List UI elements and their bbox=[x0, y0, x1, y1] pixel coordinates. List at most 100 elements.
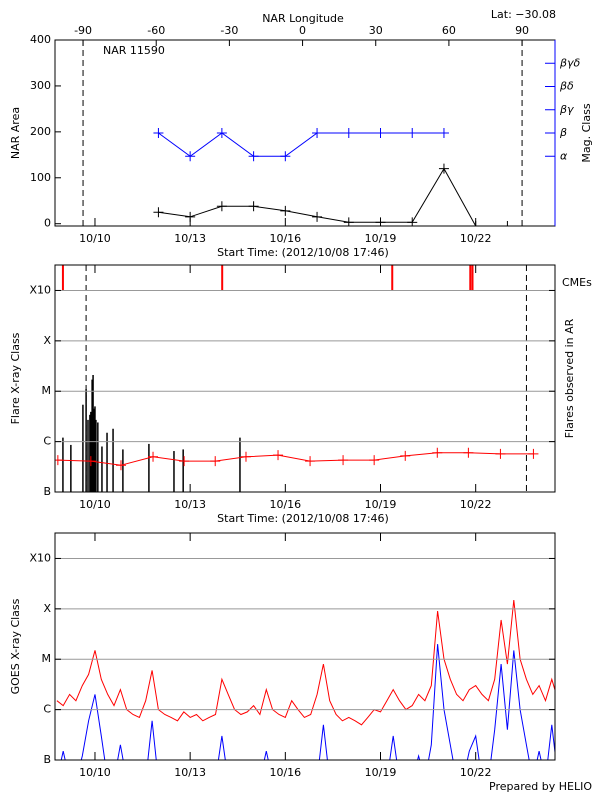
panel-title: NAR 11590 bbox=[103, 44, 165, 57]
series-line bbox=[57, 452, 534, 466]
marker bbox=[216, 201, 227, 212]
x-axis-title: Start Time: (2012/10/08 17:46) bbox=[217, 246, 389, 259]
y-tick-label: C bbox=[43, 703, 51, 716]
y-tick-label: B bbox=[43, 753, 51, 766]
marker bbox=[85, 456, 96, 467]
plot-frame bbox=[54, 264, 556, 493]
marker bbox=[375, 128, 386, 138]
cme-label: CMEs bbox=[562, 276, 592, 289]
marker bbox=[280, 151, 291, 162]
x2-tick-label: 90 bbox=[515, 24, 529, 37]
marker bbox=[432, 447, 443, 458]
marker bbox=[248, 151, 259, 162]
y2-tick-label: βγδ bbox=[559, 56, 581, 69]
x-tick-label: 10/13 bbox=[174, 766, 206, 779]
y-tick-label: 0 bbox=[44, 217, 51, 230]
x-tick-label: 10/19 bbox=[365, 232, 397, 245]
marker bbox=[273, 450, 284, 461]
y-tick-label: C bbox=[43, 435, 51, 448]
plot-area bbox=[56, 599, 555, 760]
x-tick-label: 10/16 bbox=[269, 498, 301, 511]
marker bbox=[240, 451, 251, 462]
x-tick-label: 10/16 bbox=[269, 766, 301, 779]
marker bbox=[210, 456, 221, 467]
plot-area bbox=[82, 40, 523, 226]
marker bbox=[55, 455, 63, 466]
y2-tick-label: β bbox=[559, 126, 567, 139]
y-axis-title: Flare X-ray Class bbox=[9, 332, 22, 424]
y-tick-label: 400 bbox=[30, 33, 51, 46]
y-tick-label: M bbox=[42, 384, 52, 397]
marker bbox=[312, 128, 323, 138]
x2-tick-label: -90 bbox=[74, 24, 92, 37]
x2-tick-label: -60 bbox=[147, 24, 165, 37]
marker bbox=[528, 448, 539, 459]
marker bbox=[153, 207, 164, 218]
x2-tick-label: 30 bbox=[369, 24, 383, 37]
series-line bbox=[56, 599, 555, 726]
y-tick-label: 100 bbox=[30, 171, 51, 184]
y-axis-title: NAR Area bbox=[9, 107, 22, 159]
marker bbox=[400, 450, 411, 461]
marker bbox=[153, 128, 164, 138]
x2-axis-title: NAR Longitude bbox=[262, 12, 344, 25]
footer: Prepared by HELIO bbox=[489, 780, 592, 793]
x-tick-label: 10/13 bbox=[174, 498, 206, 511]
x-tick-label: 10/10 bbox=[79, 232, 111, 245]
series-line bbox=[60, 644, 555, 760]
marker bbox=[495, 448, 506, 459]
x2-tick-label: -30 bbox=[220, 24, 238, 37]
x-tick-label: 10/22 bbox=[460, 766, 492, 779]
series-line bbox=[158, 167, 508, 226]
marker bbox=[148, 451, 159, 462]
y2-tick-label: α bbox=[560, 149, 568, 162]
y-tick-label: 300 bbox=[30, 79, 51, 92]
x-tick-label: 10/19 bbox=[365, 498, 397, 511]
series-line bbox=[158, 132, 444, 157]
annotation: Lat: −30.08 bbox=[491, 8, 556, 21]
x-tick-label: 10/10 bbox=[79, 766, 111, 779]
x-tick-label: 10/22 bbox=[460, 498, 492, 511]
marker bbox=[216, 128, 227, 138]
marker bbox=[438, 163, 449, 174]
x-tick-label: 10/10 bbox=[79, 498, 111, 511]
marker bbox=[305, 456, 316, 467]
marker bbox=[502, 221, 513, 226]
marker bbox=[115, 460, 126, 471]
x-axis-title: Start Time: (2012/10/08 17:46) bbox=[217, 512, 389, 525]
x-tick-label: 10/19 bbox=[365, 766, 397, 779]
y-tick-label: X10 bbox=[29, 551, 51, 564]
marker bbox=[438, 128, 449, 138]
plot-frame bbox=[54, 39, 556, 227]
marker bbox=[369, 455, 380, 466]
x-tick-label: 10/16 bbox=[269, 232, 301, 245]
y2-tick-label: βδ bbox=[559, 80, 574, 93]
marker bbox=[407, 128, 418, 138]
y-axis-title: GOES X-ray Class bbox=[9, 598, 22, 694]
marker bbox=[179, 456, 190, 467]
marker bbox=[338, 455, 349, 466]
plot-frame bbox=[54, 532, 556, 761]
marker bbox=[185, 151, 196, 162]
y-tick-label: X bbox=[43, 334, 51, 347]
marker bbox=[248, 201, 259, 212]
y-tick-label: 200 bbox=[30, 125, 51, 138]
marker bbox=[280, 205, 291, 216]
x-tick-label: 10/22 bbox=[460, 232, 492, 245]
x2-tick-label: 60 bbox=[442, 24, 456, 37]
marker bbox=[312, 211, 323, 222]
y2-axis-title: Flares observed in AR bbox=[563, 318, 576, 438]
y-tick-label: M bbox=[42, 652, 52, 665]
y2-tick-label: βγ bbox=[559, 103, 574, 116]
plot-area bbox=[55, 265, 539, 492]
marker bbox=[343, 128, 354, 138]
x-tick-label: 10/13 bbox=[174, 232, 206, 245]
y-tick-label: X10 bbox=[29, 283, 51, 296]
x2-tick-label: 0 bbox=[299, 24, 306, 37]
y-tick-label: X bbox=[43, 602, 51, 615]
y2-axis-title: Mag. Class bbox=[580, 103, 593, 162]
marker bbox=[463, 447, 474, 458]
y-tick-label: B bbox=[43, 485, 51, 498]
